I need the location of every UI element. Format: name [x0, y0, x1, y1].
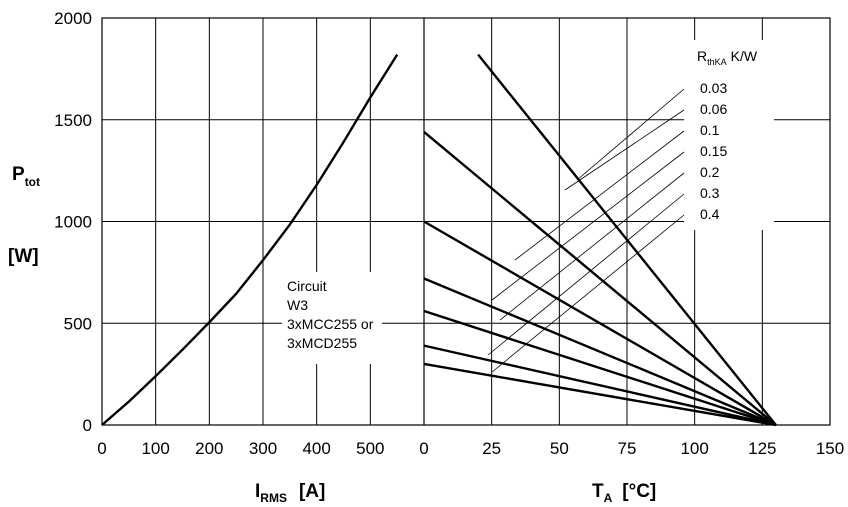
x-tick-label-left: 0 — [97, 439, 106, 458]
y-tick-label: 1000 — [54, 213, 92, 232]
circuit-annotation-line: 3xMCC255 or — [287, 316, 374, 332]
y-axis-title-sub: tot — [25, 175, 40, 189]
x-tick-label-left: 400 — [302, 439, 330, 458]
y-tick-label: 500 — [64, 314, 92, 333]
legend-leader-line — [576, 88, 685, 181]
legend-entry: 0.03 — [700, 80, 727, 96]
legend-leader-line — [491, 151, 685, 301]
legend-entry: 0.15 — [700, 143, 727, 159]
series-line-rthka-0.15 — [423, 277, 777, 427]
circuit-annotation-line: 3xMCD255 — [287, 335, 357, 351]
plot-frame — [101, 17, 831, 426]
x-tick-label-left: 300 — [249, 439, 277, 458]
legend-title-sub: thKA — [707, 57, 727, 67]
annotation-mask — [282, 272, 382, 364]
series-line-rthka-0.1 — [423, 220, 777, 427]
x-axis-title-right-unit: [°C] — [622, 481, 656, 502]
x-tick-label-left: 500 — [356, 439, 384, 458]
legend-title-unit: K/W — [731, 48, 758, 64]
legend-leader-line — [491, 214, 685, 373]
legend-entry: 0.1 — [700, 122, 720, 138]
x-tick-label-right: 0 — [419, 439, 428, 458]
y-tick-label: 2000 — [54, 9, 92, 28]
series-line-rthka-0.2 — [423, 309, 777, 427]
y-tick-label: 0 — [83, 416, 92, 435]
series-line-rthka-0.3 — [423, 344, 777, 427]
legend-leader-line — [564, 109, 685, 191]
y-axis-unit: [W] — [8, 246, 39, 267]
x-tick-label-right: 125 — [748, 439, 776, 458]
y-tick-label: 1500 — [54, 111, 92, 130]
x-tick-label-left: 100 — [141, 439, 169, 458]
x-axis-title-left-unit: [A] — [299, 481, 325, 502]
x-tick-label-right: 50 — [550, 439, 569, 458]
x-tick-label-right: 25 — [482, 439, 501, 458]
legend-entry: 0.06 — [700, 101, 727, 117]
x-axis-title-right-sub: A — [604, 491, 613, 505]
circuit-annotation-line: Circuit — [287, 278, 327, 294]
legend-entry: 0.4 — [700, 206, 720, 222]
series-line-power-vs-current — [101, 53, 399, 426]
x-axis-title-right: TA [°C] — [592, 481, 656, 505]
legend-leader-line — [499, 172, 685, 321]
x-tick-label-right: 100 — [680, 439, 708, 458]
curves — [101, 53, 777, 427]
series-line-rthka-0.03 — [477, 53, 777, 426]
legend-leader-line — [487, 193, 685, 356]
legend-entry: 0.3 — [700, 185, 720, 201]
series-line-rthka-0.4 — [423, 362, 777, 427]
x-tick-label-left: 200 — [195, 439, 223, 458]
legend-mask — [684, 40, 774, 230]
x-tick-label-right: 150 — [816, 439, 844, 458]
x-axis-title-left-sub: RMS — [260, 491, 287, 505]
circuit-annotation-line: W3 — [287, 297, 308, 313]
legend-leader-line — [514, 130, 685, 261]
legend-entry: 0.2 — [700, 164, 720, 180]
x-tick-label-right: 75 — [618, 439, 637, 458]
series-line-rthka-0.06 — [423, 131, 777, 426]
